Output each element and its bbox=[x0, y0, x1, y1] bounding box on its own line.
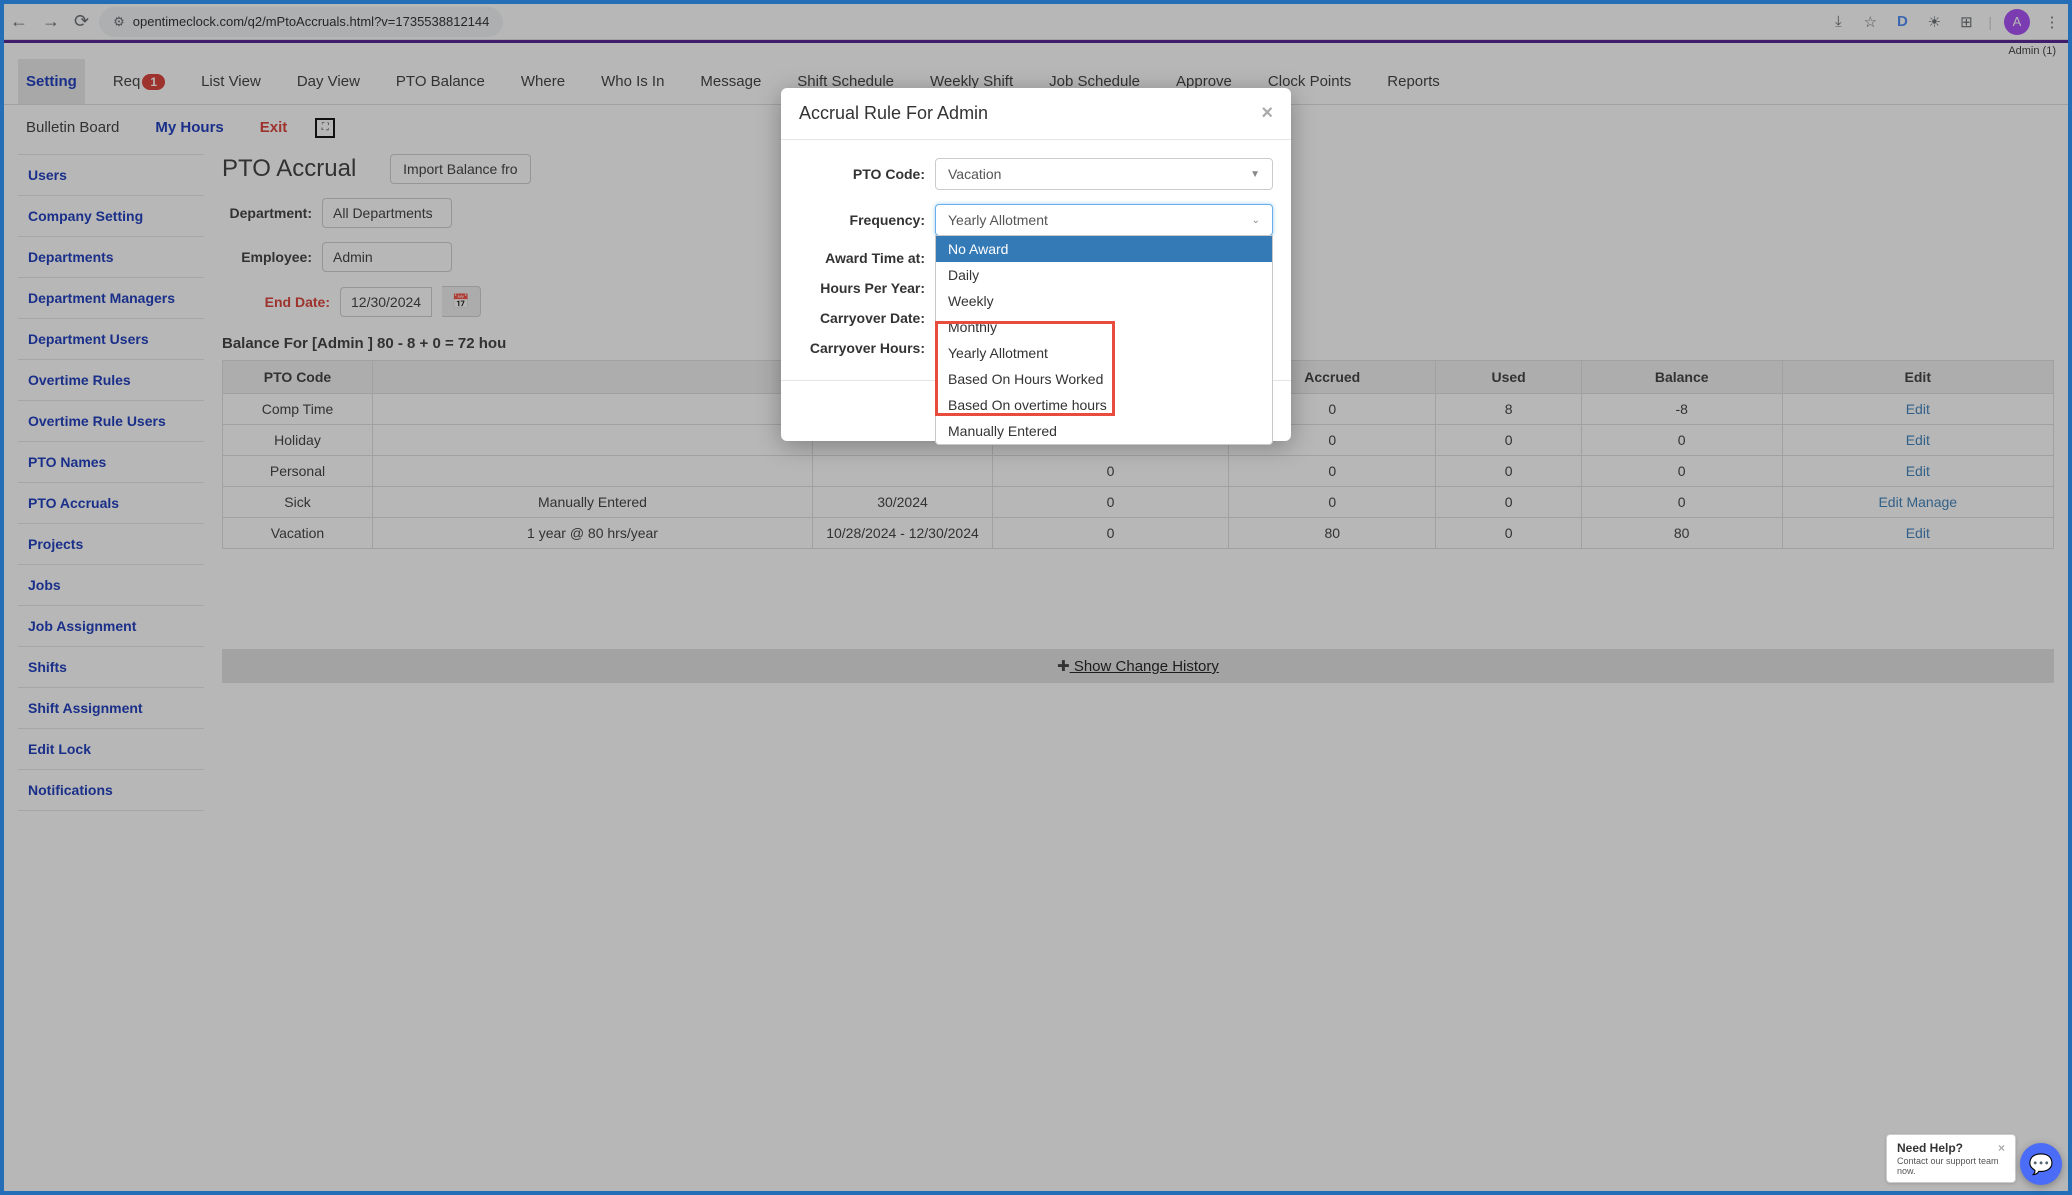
help-subtitle: Contact our support team now. bbox=[1897, 1156, 2005, 1176]
option-daily[interactable]: Daily bbox=[936, 262, 1272, 288]
option-based-on-overtime-hours[interactable]: Based On overtime hours bbox=[936, 392, 1272, 418]
carryover-date-label: Carryover Date: bbox=[799, 310, 925, 326]
close-icon[interactable]: × bbox=[1261, 102, 1273, 125]
modal-title: Accrual Rule For Admin bbox=[799, 103, 988, 124]
option-yearly-allotment[interactable]: Yearly Allotment bbox=[936, 340, 1272, 366]
chevron-down-icon: ▼ bbox=[1250, 169, 1260, 180]
accrual-rule-modal: Accrual Rule For Admin × PTO Code: Vacat… bbox=[781, 88, 1291, 441]
award-time-label: Award Time at: bbox=[799, 250, 925, 266]
pto-code-select[interactable]: Vacation▼ bbox=[935, 158, 1273, 190]
frequency-select[interactable]: Yearly Allotment⌄ bbox=[935, 204, 1273, 236]
option-weekly[interactable]: Weekly bbox=[936, 288, 1272, 314]
carryover-hours-label: Carryover Hours: bbox=[799, 340, 925, 356]
option-no-award[interactable]: No Award bbox=[936, 236, 1272, 262]
frequency-label: Frequency: bbox=[799, 212, 925, 228]
pto-code-label: PTO Code: bbox=[799, 166, 925, 182]
help-widget[interactable]: Need Help? × Contact our support team now… bbox=[1886, 1134, 2016, 1183]
help-close-icon[interactable]: × bbox=[1998, 1141, 2005, 1155]
frequency-dropdown-menu: No Award Daily Weekly Monthly Yearly All… bbox=[935, 235, 1273, 445]
option-manually-entered[interactable]: Manually Entered bbox=[936, 418, 1272, 444]
option-based-on-hours-worked[interactable]: Based On Hours Worked bbox=[936, 366, 1272, 392]
chevron-down-icon: ⌄ bbox=[1252, 215, 1260, 226]
help-title: Need Help? bbox=[1897, 1141, 1963, 1155]
chat-icon[interactable]: 💬 bbox=[2020, 1143, 2062, 1185]
hours-per-year-label: Hours Per Year: bbox=[799, 280, 925, 296]
option-monthly[interactable]: Monthly bbox=[936, 314, 1272, 340]
